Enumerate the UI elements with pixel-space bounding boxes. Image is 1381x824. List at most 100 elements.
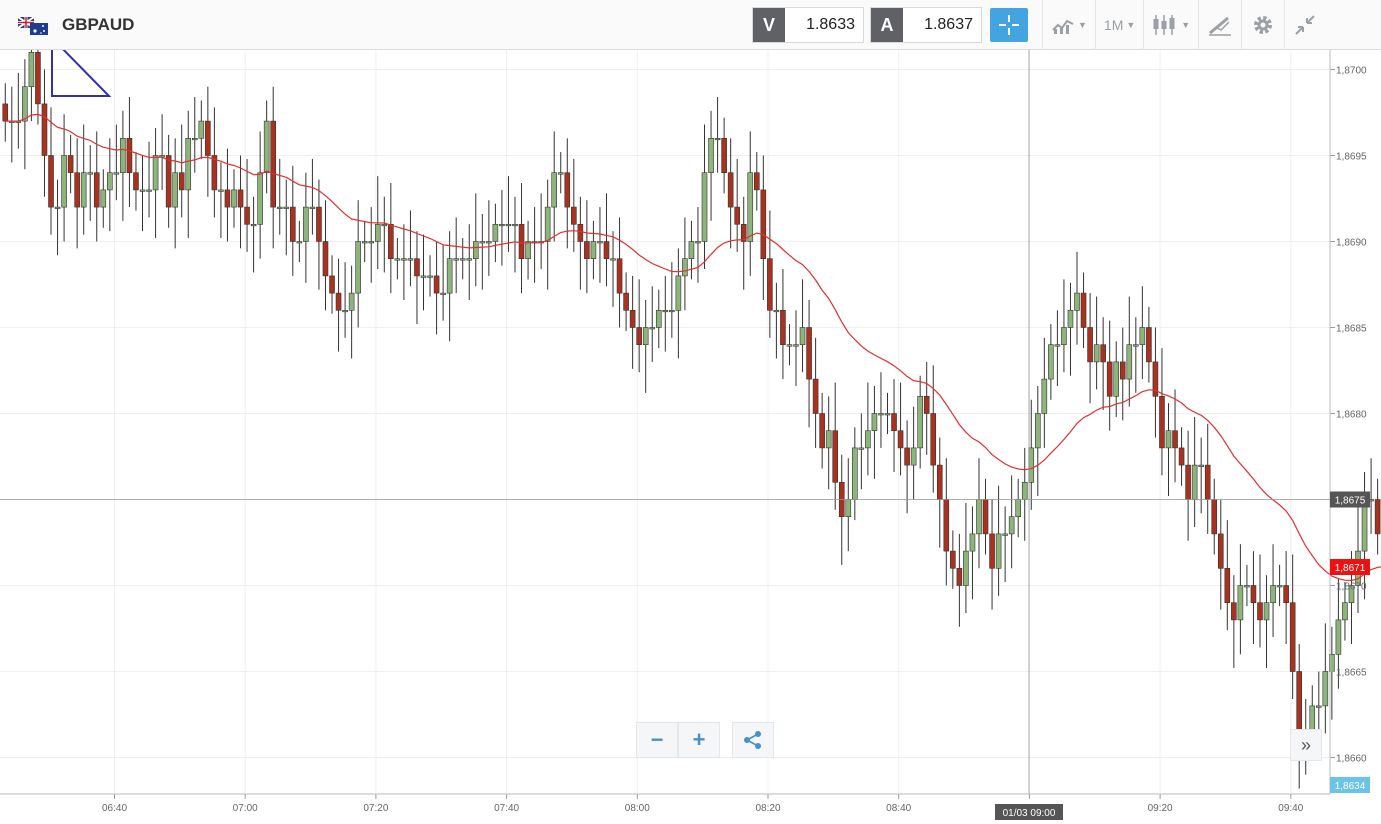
candle[interactable]	[250, 196, 257, 273]
candle[interactable]	[793, 310, 799, 386]
candle[interactable]	[512, 196, 518, 273]
candle[interactable]	[917, 375, 923, 469]
candle[interactable]	[1374, 478, 1381, 555]
candle[interactable]	[858, 413, 865, 490]
candle[interactable]	[348, 265, 355, 359]
candle[interactable]	[1015, 478, 1021, 538]
candle[interactable]	[1217, 499, 1224, 610]
candle[interactable]	[1126, 296, 1133, 407]
candle[interactable]	[1211, 478, 1218, 555]
candle[interactable]	[87, 145, 94, 221]
chart-type-button[interactable]: ▼	[1042, 0, 1095, 50]
candle[interactable]	[459, 238, 466, 280]
candle[interactable]	[152, 127, 159, 239]
candle[interactable]	[401, 224, 407, 300]
candle[interactable]	[642, 299, 649, 393]
candle[interactable]	[165, 134, 172, 228]
candle[interactable]	[1152, 327, 1159, 438]
candle[interactable]	[1244, 564, 1250, 607]
collapse-button[interactable]	[1284, 0, 1325, 50]
candle[interactable]	[753, 152, 760, 211]
candle[interactable]	[1237, 544, 1244, 655]
candle[interactable]	[708, 110, 714, 221]
candle[interactable]	[440, 244, 446, 321]
candle[interactable]	[538, 193, 544, 270]
candle[interactable]	[1119, 327, 1126, 421]
candle[interactable]	[865, 382, 871, 476]
candle[interactable]	[67, 134, 74, 194]
candle[interactable]	[976, 458, 982, 569]
candle[interactable]	[669, 262, 675, 338]
candle[interactable]	[283, 179, 290, 256]
candle[interactable]	[335, 258, 342, 352]
candle[interactable]	[263, 100, 270, 194]
candle[interactable]	[368, 207, 375, 283]
candle[interactable]	[603, 193, 610, 287]
triangle-drawing-shape[interactable]	[51, 50, 112, 97]
candle[interactable]	[845, 458, 852, 552]
candle[interactable]	[48, 107, 54, 235]
candle[interactable]	[54, 179, 61, 256]
candle[interactable]	[486, 200, 492, 276]
candle[interactable]	[701, 124, 708, 270]
candle[interactable]	[1191, 416, 1198, 528]
candle[interactable]	[982, 478, 989, 555]
candle[interactable]	[172, 138, 178, 249]
draw-button[interactable]	[1198, 0, 1241, 50]
candle[interactable]	[786, 324, 793, 366]
candle[interactable]	[479, 213, 486, 290]
candle[interactable]	[296, 220, 303, 263]
candle[interactable]	[1198, 437, 1204, 514]
candle[interactable]	[2, 83, 9, 142]
candle[interactable]	[1172, 389, 1178, 483]
candle[interactable]	[629, 275, 636, 369]
candle[interactable]	[113, 124, 120, 201]
candle[interactable]	[610, 231, 616, 307]
candle[interactable]	[923, 361, 930, 455]
jump-to-latest-button[interactable]: »	[1290, 729, 1322, 761]
candle[interactable]	[571, 158, 577, 252]
candle[interactable]	[767, 210, 773, 338]
candle[interactable]	[871, 385, 878, 479]
candle[interactable]	[342, 262, 348, 338]
candle[interactable]	[1034, 385, 1041, 497]
candle[interactable]	[956, 533, 963, 627]
candle[interactable]	[159, 114, 165, 190]
candle[interactable]	[1250, 551, 1257, 644]
candle[interactable]	[891, 379, 897, 472]
indicators-button[interactable]: ▼	[1143, 0, 1198, 50]
candle[interactable]	[74, 138, 80, 249]
sell-price-box[interactable]: V 1.8633	[752, 7, 864, 43]
candle[interactable]	[969, 506, 976, 600]
candle[interactable]	[1263, 575, 1270, 669]
candle[interactable]	[453, 217, 459, 294]
candle[interactable]	[734, 158, 740, 252]
candle[interactable]	[1276, 564, 1283, 607]
candle[interactable]	[819, 392, 825, 469]
zoom-out-button[interactable]: −	[636, 722, 678, 758]
candle[interactable]	[564, 138, 571, 249]
candle[interactable]	[1087, 293, 1093, 404]
candle[interactable]	[139, 155, 146, 232]
candle[interactable]	[185, 110, 192, 239]
candle[interactable]	[433, 241, 440, 335]
candle[interactable]	[1204, 423, 1211, 534]
candle[interactable]	[22, 59, 28, 170]
candle[interactable]	[1342, 582, 1348, 641]
candle[interactable]	[1002, 506, 1008, 583]
candle[interactable]	[577, 196, 584, 290]
candle[interactable]	[290, 165, 296, 276]
candle[interactable]	[191, 97, 198, 173]
candle[interactable]	[825, 396, 832, 490]
candle[interactable]	[721, 117, 727, 194]
candle[interactable]	[1361, 471, 1368, 600]
candle[interactable]	[1270, 544, 1276, 638]
candle[interactable]	[688, 220, 695, 280]
candle[interactable]	[1021, 447, 1028, 541]
candle[interactable]	[361, 220, 368, 263]
settings-button[interactable]	[1241, 0, 1284, 50]
candle[interactable]	[806, 299, 812, 428]
candle[interactable]	[936, 437, 943, 548]
candle[interactable]	[80, 124, 87, 235]
candle[interactable]	[146, 141, 152, 218]
